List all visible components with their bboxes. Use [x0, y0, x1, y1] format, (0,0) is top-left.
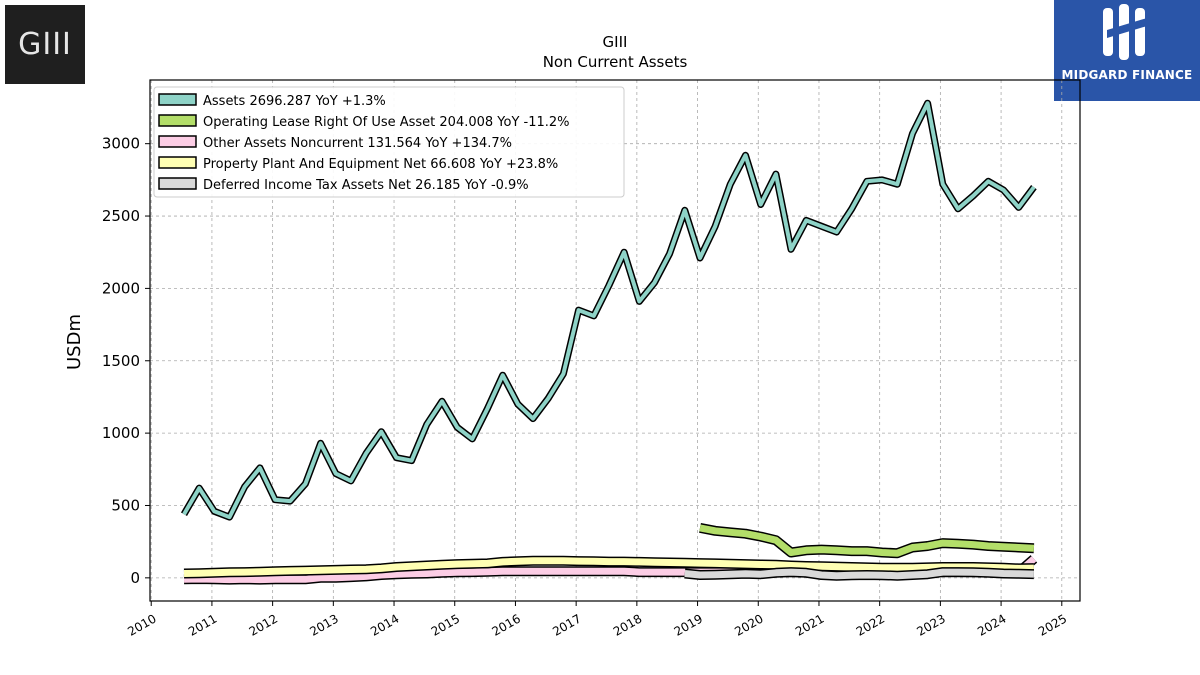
- y-tick-label: 0: [130, 569, 140, 587]
- y-tick-label: 1000: [102, 424, 140, 442]
- chart-title: GIII: [603, 33, 628, 51]
- y-ticks: 0 500 1000 1500 2000 2500 3000: [102, 135, 150, 587]
- series-layer: [180, 99, 1038, 585]
- x-tick-label: 2015: [429, 611, 462, 638]
- y-tick-label: 1500: [102, 352, 140, 370]
- legend-swatch: [158, 156, 197, 169]
- legend-swatch: [158, 177, 197, 190]
- y-tick-label: 500: [111, 496, 140, 514]
- y-tick-label: 2000: [102, 279, 140, 297]
- x-tick-label: 2019: [672, 611, 705, 638]
- legend-label: Assets 2696.287 YoY +1.3%: [203, 94, 386, 109]
- y-tick-label: 3000: [102, 135, 140, 153]
- brand-mark-icon: [1103, 4, 1147, 60]
- x-tick-label: 2020: [732, 611, 765, 638]
- legend: Assets 2696.287 YoY +1.3% Operating Lease…: [153, 86, 625, 198]
- x-tick-label: 2021: [793, 611, 826, 638]
- legend-swatch: [158, 135, 197, 148]
- legend-box: [153, 86, 625, 198]
- x-tick-label: 2018: [611, 611, 644, 638]
- x-tick-label: 2017: [550, 611, 583, 638]
- series-line: [182, 101, 1036, 520]
- legend-label: Other Assets Noncurrent 131.564 YoY +134…: [203, 136, 512, 151]
- series-line: [183, 557, 1034, 577]
- x-tick-label: 2016: [489, 611, 522, 638]
- x-tick-label: 2024: [975, 611, 1008, 638]
- legend-swatch: [158, 114, 197, 127]
- x-tick-label: 2025: [1036, 611, 1069, 638]
- legend-swatch: [158, 93, 197, 106]
- brand-name: MIDGARD FINANCE: [1061, 68, 1193, 82]
- x-tick-label: 2010: [125, 611, 158, 638]
- x-ticks: 2010 2011 2012 2013 2014 2015 2016 2017 2018 2019…: [125, 601, 1069, 639]
- x-tick-label: 2022: [854, 611, 887, 638]
- x-tick-label: 2014: [368, 611, 401, 638]
- company-logo-text: GIII: [18, 27, 72, 62]
- legend-label: Deferred Income Tax Assets Net 26.185 Yo…: [203, 178, 529, 193]
- legend-label: Operating Lease Right Of Use Asset 204.0…: [203, 115, 570, 130]
- y-tick-label: 2500: [102, 207, 140, 225]
- y-axis-label: USDm: [64, 314, 85, 370]
- x-tick-label: 2023: [914, 611, 947, 638]
- series-line: [684, 568, 1034, 580]
- company-logo: GIII: [5, 5, 85, 84]
- chart-subtitle: Non Current Assets: [543, 53, 688, 71]
- x-tick-label: 2011: [186, 611, 219, 638]
- x-tick-label: 2012: [247, 611, 280, 638]
- brand-logo: MIDGARD FINANCE: [1054, 0, 1200, 101]
- plot-frame: [149, 79, 1081, 602]
- series-line: [699, 524, 1035, 557]
- x-tick-label: 2013: [307, 611, 340, 638]
- legend-label: Property Plant And Equipment Net 66.608 …: [203, 157, 558, 172]
